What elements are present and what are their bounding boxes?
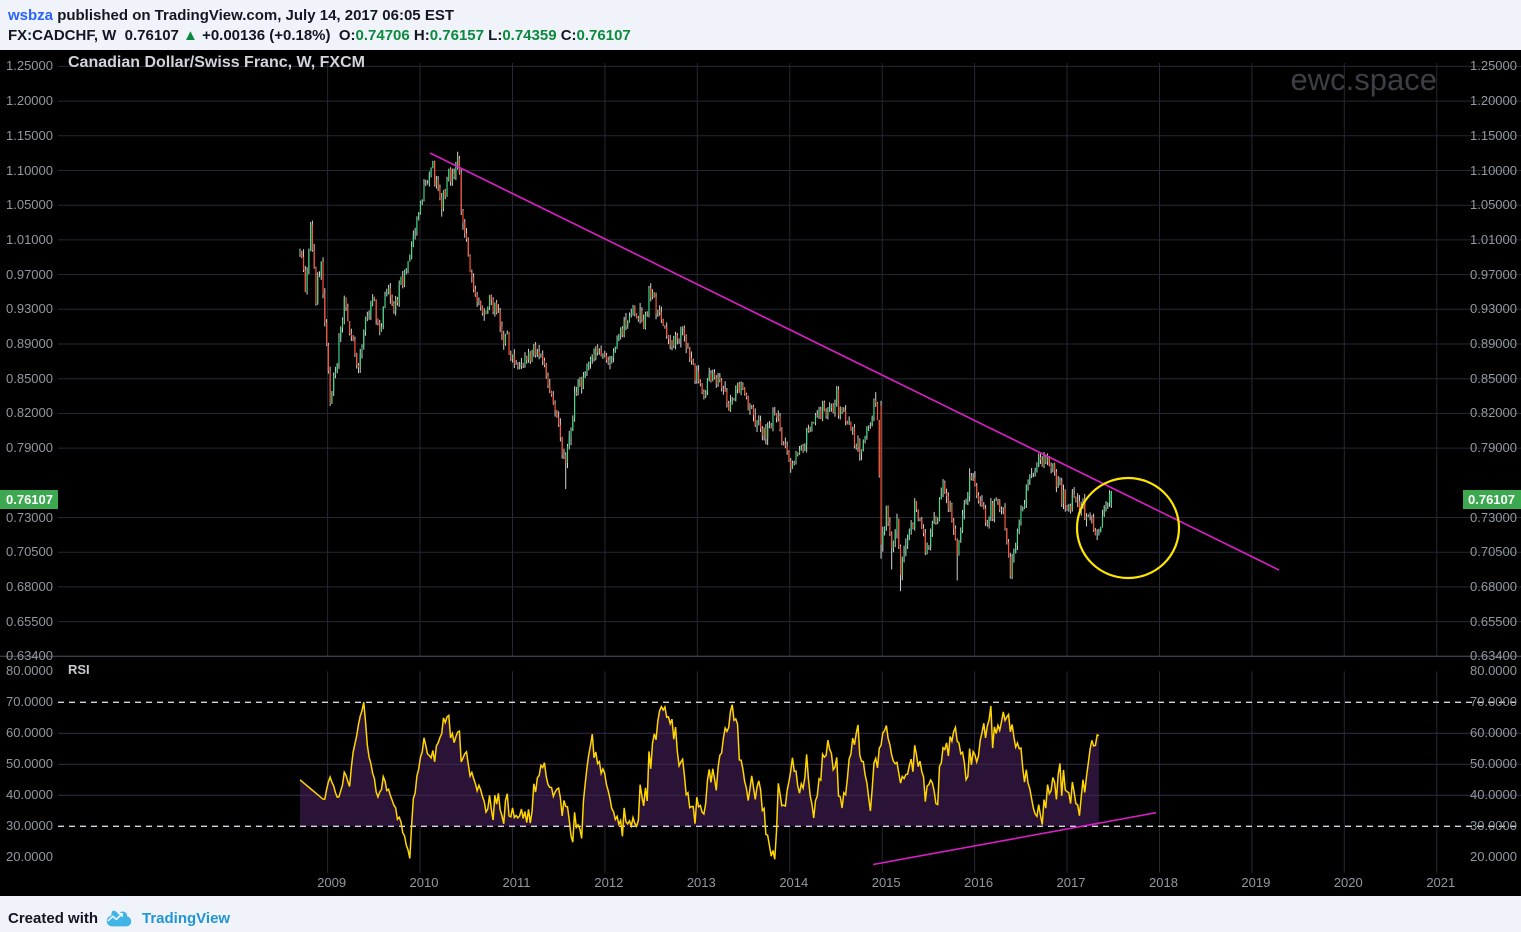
svg-text:ewc.space: ewc.space [1291,62,1437,97]
